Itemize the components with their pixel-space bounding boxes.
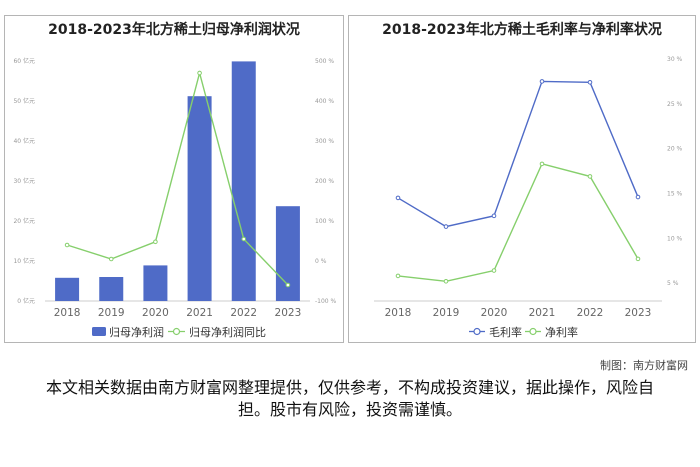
y-left-tick-label: 0 亿元 [17, 297, 35, 305]
yoy-growth-point [197, 70, 202, 76]
x-tick-label: 2020 [142, 307, 169, 319]
y-left-tick-label: 30 亿元 [13, 177, 35, 185]
margin-series-line [397, 80, 639, 228]
x-tick-label: 2019 [433, 307, 460, 319]
legend-label: 毛利率 [489, 325, 522, 339]
yoy-growth-line [66, 70, 289, 286]
net-profit-bar [187, 96, 212, 301]
margin-series-point [635, 256, 641, 262]
y-right-tick-label: 0 % [315, 258, 327, 265]
y-right-tick-label: 15 % [667, 190, 683, 197]
y-left-tick-label: 40 亿元 [13, 137, 35, 145]
net-profit-bar [99, 277, 124, 301]
y-right-tick-label: 500 % [315, 58, 334, 65]
disclaimer-text: 本文相关数据由南方财富网整理提供，仅供参考，不构成投资建议，据此操作，风险自担。… [45, 378, 654, 419]
y-left-tick-label: 60 亿元 [13, 57, 35, 65]
x-tick-label: 2023 [275, 307, 302, 319]
y-right-tick-label: 200 % [315, 178, 334, 185]
net-profit-bar [55, 277, 80, 301]
y-left-tick-label: 10 亿元 [13, 257, 35, 265]
margin-series-point [491, 268, 497, 273]
y-right-tick-label: -100 % [315, 298, 337, 305]
net-profit-chart-title: 2018-2023年北方稀土归母净利润状况 [48, 22, 300, 38]
yoy-growth-point [285, 282, 291, 288]
y-right-tick-label: 300 % [315, 138, 334, 145]
legend-label: 净利率 [545, 325, 578, 339]
margin-series-point [491, 213, 497, 219]
margin-series-point [395, 273, 401, 279]
margin-series-point [587, 80, 593, 85]
margin-chart: 5 % 10 % 15 % 20 % 25 % 30 % 2018 2019 2020 2021 2… [374, 56, 683, 339]
margin-chart-panel: 2018-2023年北方稀土毛利率与净利率状况 5 % 10 % 15 % 20 % 2… [348, 15, 696, 343]
legend-marker [529, 327, 537, 336]
x-tick-label: 2018 [54, 307, 81, 319]
y-right-tick-label: 25 % [667, 101, 683, 108]
margin-series-point [443, 224, 449, 229]
legend-marker [473, 327, 481, 336]
x-tick-label: 2021 [529, 307, 556, 319]
legend-line-label: 归母净利润同比 [189, 325, 266, 339]
margin-chart-title: 2018-2023年北方稀土毛利率与净利率状况 [382, 22, 662, 38]
yoy-growth-point [241, 236, 247, 242]
x-tick-label: 2022 [577, 307, 604, 319]
x-tick-label: 2018 [385, 307, 412, 319]
x-tick-label: 2022 [230, 307, 257, 319]
net-profit-bar [143, 265, 168, 301]
x-tick-label: 2020 [481, 307, 508, 319]
y-right-tick-label: 30 % [667, 56, 683, 63]
x-tick-label: 2021 [186, 307, 213, 319]
y-right-tick-label: 400 % [315, 98, 334, 105]
legend-bar-label: 归母净利润 [109, 325, 164, 339]
yoy-growth-point [64, 242, 70, 248]
margin-series-line [397, 163, 639, 282]
margin-series-point [539, 79, 545, 84]
y-left-tick-label: 50 亿元 [13, 97, 35, 105]
margin-series-point [395, 195, 401, 201]
margin-series-point [587, 174, 593, 179]
x-tick-label: 2019 [98, 307, 125, 319]
margin-series-point [635, 194, 641, 200]
margin-series-point [539, 161, 545, 167]
net-profit-bar [231, 61, 256, 302]
x-tick-label: 2023 [625, 307, 652, 319]
legend-line-marker [172, 327, 181, 336]
y-right-tick-label: 5 % [667, 280, 679, 287]
legend-bar-swatch [92, 327, 106, 336]
yoy-growth-point [108, 256, 114, 262]
yoy-growth-point [153, 239, 158, 245]
y-left-tick-label: 20 亿元 [13, 217, 35, 225]
y-right-tick-label: 20 % [667, 146, 683, 153]
net-profit-chart-panel: 2018-2023年北方稀土归母净利润状况 0 亿元 10 亿元 20 亿元 30 亿… [4, 15, 344, 343]
y-right-tick-label: 100 % [315, 218, 334, 225]
chart-credit: 制图：南方财富网 [600, 359, 688, 372]
net-profit-chart: 0 亿元 10 亿元 20 亿元 30 亿元 40 亿元 50 亿元 60 亿元 -100 %… [13, 57, 337, 339]
margin-series-point [443, 278, 449, 284]
y-right-tick-label: 10 % [667, 235, 683, 242]
